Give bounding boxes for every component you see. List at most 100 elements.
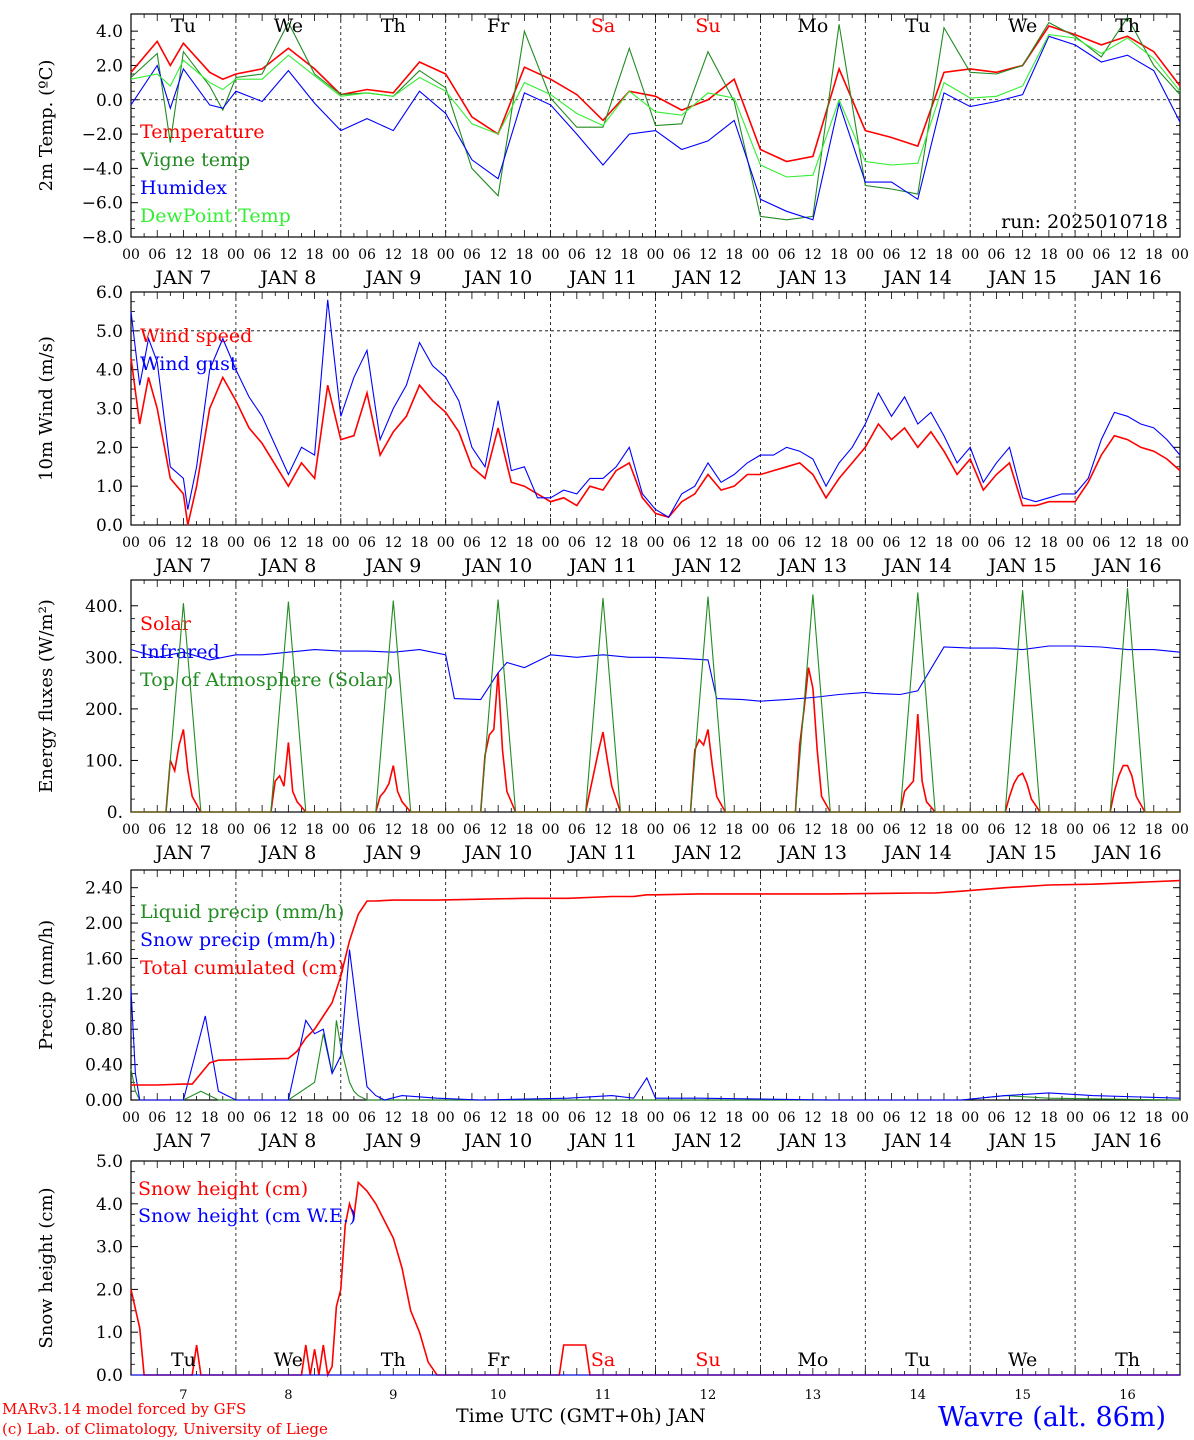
hour-label: 12 bbox=[279, 535, 297, 551]
hour-label: 06 bbox=[673, 247, 691, 263]
y-tick-label: 2.0 bbox=[96, 438, 123, 458]
day-label: JAN 9 bbox=[363, 1130, 421, 1152]
weekday-label: Tu bbox=[905, 1349, 930, 1371]
hour-label: 18 bbox=[306, 247, 324, 263]
hour-label: 18 bbox=[515, 1110, 533, 1126]
hour-label: 00 bbox=[542, 1110, 560, 1126]
hour-label: 12 bbox=[175, 535, 193, 551]
day-label: JAN 15 bbox=[987, 267, 1057, 289]
weekday-label: Su bbox=[695, 15, 720, 37]
hour-label: 00 bbox=[856, 1110, 874, 1126]
hour-label: 18 bbox=[411, 247, 429, 263]
hour-label: 00 bbox=[332, 822, 350, 838]
hour-label: 00 bbox=[751, 535, 769, 551]
hour-label: 12 bbox=[384, 1110, 402, 1126]
hour-label: 12 bbox=[279, 1110, 297, 1126]
legend-entry: Snow height (cm) bbox=[138, 1178, 308, 1200]
hour-label: 12 bbox=[1119, 1110, 1137, 1126]
weekday-label: Th bbox=[1115, 1349, 1140, 1371]
hour-label: 12 bbox=[804, 247, 822, 263]
series-line-wind-gust bbox=[130, 299, 1181, 518]
bottom-day-label: 7 bbox=[179, 1388, 187, 1403]
hour-label: 12 bbox=[909, 822, 927, 838]
hour-label: 06 bbox=[883, 822, 901, 838]
hour-label: 00 bbox=[542, 822, 560, 838]
hour-label: 00 bbox=[227, 535, 245, 551]
day-label: JAN 7 bbox=[153, 842, 211, 864]
hour-label: 18 bbox=[830, 1110, 848, 1126]
series-line-snow-precip-mm-h- bbox=[130, 949, 1181, 1101]
hour-label: 18 bbox=[620, 535, 638, 551]
hour-label: 00 bbox=[227, 247, 245, 263]
hour-label: 18 bbox=[830, 247, 848, 263]
y-tick-label: 3.0 bbox=[96, 1238, 123, 1258]
legend-entry: Snow height (cm W.E.) bbox=[138, 1205, 356, 1227]
hour-label: 12 bbox=[909, 247, 927, 263]
hour-label: 00 bbox=[542, 247, 560, 263]
weekday-label: Mo bbox=[797, 1349, 828, 1371]
hour-label: 12 bbox=[1014, 535, 1032, 551]
hour-label: 12 bbox=[279, 822, 297, 838]
y-tick-label: −6.0 bbox=[82, 194, 123, 214]
y-tick-label: 200. bbox=[85, 700, 123, 720]
day-label: JAN 8 bbox=[258, 555, 316, 577]
y-tick-label: 0.0 bbox=[96, 1366, 123, 1386]
weekday-label: We bbox=[274, 15, 303, 37]
day-label: JAN 13 bbox=[777, 1130, 847, 1152]
day-label: JAN 13 bbox=[777, 555, 847, 577]
day-label: JAN 7 bbox=[153, 267, 211, 289]
hour-label: 18 bbox=[1145, 822, 1163, 838]
day-label: JAN 8 bbox=[258, 842, 316, 864]
hour-label: 12 bbox=[489, 1110, 507, 1126]
legend-entry: Solar bbox=[140, 613, 192, 635]
day-label: JAN 13 bbox=[777, 842, 847, 864]
hour-label: 00 bbox=[647, 535, 665, 551]
y-tick-label: 2.00 bbox=[85, 914, 123, 934]
hour-label: 00 bbox=[751, 1110, 769, 1126]
hour-label: 12 bbox=[175, 822, 193, 838]
hour-label: 18 bbox=[306, 535, 324, 551]
day-label: JAN 12 bbox=[672, 1130, 742, 1152]
day-label: JAN 12 bbox=[672, 555, 742, 577]
day-label: JAN 10 bbox=[462, 1130, 532, 1152]
hour-label: 00 bbox=[1171, 535, 1189, 551]
hour-label: 18 bbox=[1040, 247, 1058, 263]
series-line-dewpoint-temp bbox=[130, 34, 1181, 178]
hour-label: 18 bbox=[1040, 1110, 1058, 1126]
day-label: JAN 14 bbox=[882, 267, 952, 289]
hour-label: 06 bbox=[253, 1110, 271, 1126]
legend-entry: Temperature bbox=[140, 121, 264, 143]
hour-label: 12 bbox=[489, 247, 507, 263]
y-tick-label: 300. bbox=[85, 648, 123, 668]
hour-label: 00 bbox=[1066, 247, 1084, 263]
hour-label: 06 bbox=[988, 535, 1006, 551]
hour-label: 00 bbox=[437, 247, 455, 263]
hour-label: 06 bbox=[568, 822, 586, 838]
day-label: JAN 12 bbox=[672, 267, 742, 289]
hour-label: 06 bbox=[358, 1110, 376, 1126]
hour-label: 18 bbox=[515, 822, 533, 838]
hour-label: 00 bbox=[961, 822, 979, 838]
bottom-day-label: 10 bbox=[490, 1388, 507, 1403]
hour-label: 00 bbox=[437, 1110, 455, 1126]
day-label: JAN 16 bbox=[1091, 555, 1161, 577]
hour-label: 00 bbox=[1171, 822, 1189, 838]
day-label: JAN 16 bbox=[1091, 267, 1161, 289]
hour-label: 06 bbox=[463, 1110, 481, 1126]
hour-label: 12 bbox=[1119, 247, 1137, 263]
y-tick-label: 0.40 bbox=[85, 1056, 123, 1076]
hour-label: 18 bbox=[1040, 822, 1058, 838]
day-label: JAN 16 bbox=[1091, 1130, 1161, 1152]
y-tick-label: 1.0 bbox=[96, 477, 123, 497]
weekday-label: Th bbox=[381, 15, 406, 37]
y-tick-label: 1.20 bbox=[85, 985, 123, 1005]
hour-label: 06 bbox=[1092, 822, 1110, 838]
bottom-day-label: 8 bbox=[284, 1388, 292, 1403]
day-label: JAN 9 bbox=[363, 842, 421, 864]
weekday-label: Sa bbox=[591, 15, 615, 37]
hour-label: 06 bbox=[148, 247, 166, 263]
hour-label: 12 bbox=[1119, 535, 1137, 551]
hour-label: 12 bbox=[594, 1110, 612, 1126]
hour-label: 06 bbox=[778, 1110, 796, 1126]
hour-label: 00 bbox=[1066, 1110, 1084, 1126]
